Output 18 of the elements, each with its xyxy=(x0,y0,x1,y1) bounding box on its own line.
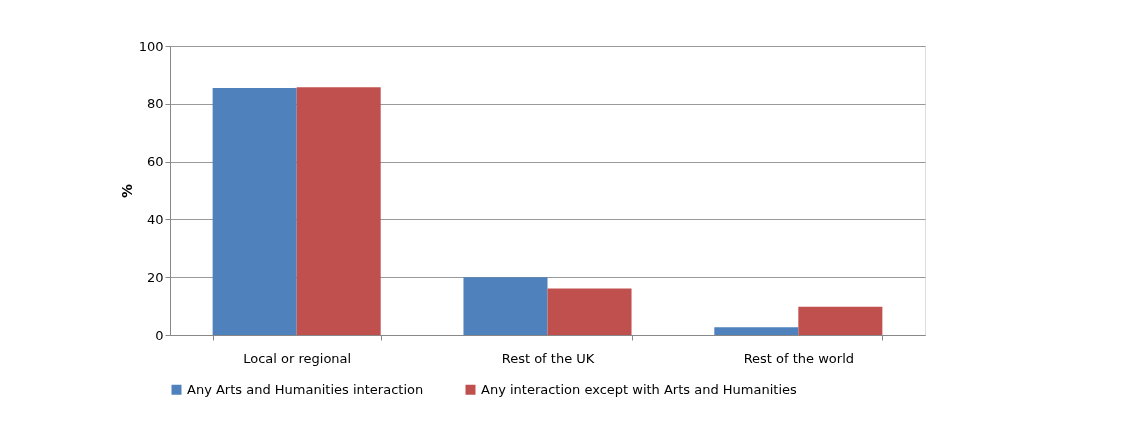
legend-label: Any interaction except with Arts and Humanities xyxy=(481,381,797,397)
bar xyxy=(798,306,883,335)
x-tick-label: Local or regional xyxy=(243,350,352,366)
x-tick-label: Rest of the UK xyxy=(501,350,595,366)
bar xyxy=(714,327,799,335)
y-tick-label: 100 xyxy=(138,38,164,54)
y-axis-title: % xyxy=(118,183,135,199)
y-tick-label: 60 xyxy=(146,154,164,170)
legend-label: Any Arts and Humanities interaction xyxy=(187,381,424,397)
x-tick-label: Rest of the world xyxy=(743,350,855,366)
bar xyxy=(463,277,548,335)
y-tick-label: 80 xyxy=(146,96,164,112)
y-tick-label: 0 xyxy=(155,327,164,343)
bar xyxy=(296,87,381,335)
y-tick-label: 40 xyxy=(146,211,164,227)
bar xyxy=(547,288,632,335)
y-tick-label: 20 xyxy=(146,269,164,285)
bar xyxy=(212,87,297,335)
